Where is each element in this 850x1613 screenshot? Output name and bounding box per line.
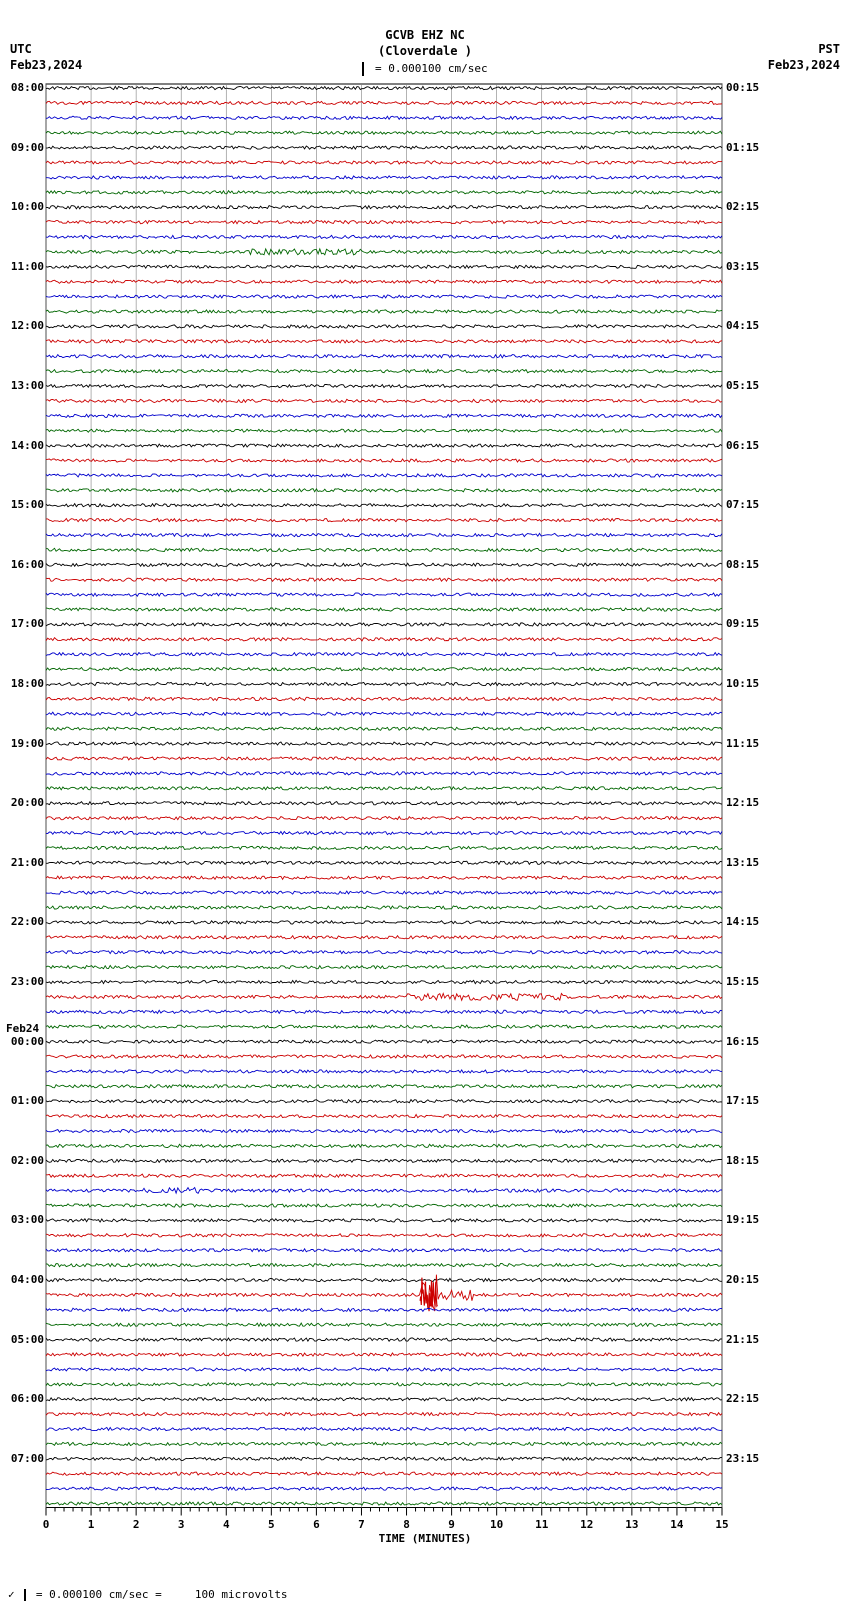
x-tick-label: 2 [121, 1518, 151, 1531]
right-hour-label: 11:15 [726, 737, 759, 750]
right-hour-label: 16:15 [726, 1035, 759, 1048]
left-hour-label: 02:00 [6, 1154, 44, 1167]
x-tick-label: 5 [256, 1518, 286, 1531]
right-hour-label: 14:15 [726, 915, 759, 928]
right-hour-label: 05:15 [726, 379, 759, 392]
right-hour-label: 02:15 [726, 200, 759, 213]
x-tick-label: 13 [617, 1518, 647, 1531]
left-hour-label: 01:00 [6, 1094, 44, 1107]
left-hour-label: 23:00 [6, 975, 44, 988]
x-tick-label: 12 [572, 1518, 602, 1531]
right-hour-label: 03:15 [726, 260, 759, 273]
right-hour-label: 20:15 [726, 1273, 759, 1286]
left-hour-label: 20:00 [6, 796, 44, 809]
left-hour-label: 05:00 [6, 1333, 44, 1346]
footer-cm: 0.000100 cm/sec = [49, 1588, 162, 1601]
seismogram-plot [0, 0, 850, 1613]
x-tick-label: 3 [166, 1518, 196, 1531]
right-hour-label: 12:15 [726, 796, 759, 809]
right-hour-label: 22:15 [726, 1392, 759, 1405]
left-hour-label: 16:00 [6, 558, 44, 571]
right-hour-label: 08:15 [726, 558, 759, 571]
x-tick-label: 8 [392, 1518, 422, 1531]
left-hour-label: 18:00 [6, 677, 44, 690]
x-tick-label: 9 [437, 1518, 467, 1531]
left-hour-label: 07:00 [6, 1452, 44, 1465]
x-tick-label: 14 [662, 1518, 692, 1531]
left-hour-label: 17:00 [6, 617, 44, 630]
x-tick-label: 7 [346, 1518, 376, 1531]
footer-tick-icon: ✓ [8, 1588, 15, 1601]
left-hour-label: 06:00 [6, 1392, 44, 1405]
right-hour-label: 09:15 [726, 617, 759, 630]
right-hour-label: 17:15 [726, 1094, 759, 1107]
seismogram-container: GCVB EHZ NC (Cloverdale ) UTC Feb23,2024… [0, 0, 850, 1613]
left-hour-label: 12:00 [6, 319, 44, 332]
x-tick-label: 6 [301, 1518, 331, 1531]
footer-mv: 100 microvolts [195, 1588, 288, 1601]
footer-note: ✓ = 0.000100 cm/sec = 100 microvolts [8, 1588, 288, 1601]
left-hour-label: 08:00 [6, 81, 44, 94]
left-hour-label: 13:00 [6, 379, 44, 392]
left-hour-label: 10:00 [6, 200, 44, 213]
left-hour-label: 09:00 [6, 141, 44, 154]
right-hour-label: 23:15 [726, 1452, 759, 1465]
right-hour-label: 21:15 [726, 1333, 759, 1346]
right-hour-label: 13:15 [726, 856, 759, 869]
left-hour-label: 00:00 [6, 1035, 44, 1048]
x-tick-label: 15 [707, 1518, 737, 1531]
right-hour-label: 04:15 [726, 319, 759, 332]
right-hour-label: 07:15 [726, 498, 759, 511]
x-tick-label: 4 [211, 1518, 241, 1531]
x-tick-label: 10 [482, 1518, 512, 1531]
right-hour-label: 18:15 [726, 1154, 759, 1167]
footer-eq: = [36, 1588, 43, 1601]
left-hour-label: 11:00 [6, 260, 44, 273]
right-hour-label: 15:15 [726, 975, 759, 988]
left-hour-label: 15:00 [6, 498, 44, 511]
left-hour-label: 04:00 [6, 1273, 44, 1286]
right-hour-label: 01:15 [726, 141, 759, 154]
right-hour-label: 06:15 [726, 439, 759, 452]
left-hour-label: 14:00 [6, 439, 44, 452]
x-tick-label: 1 [76, 1518, 106, 1531]
right-hour-label: 00:15 [726, 81, 759, 94]
left-hour-label: 21:00 [6, 856, 44, 869]
day-break-label: Feb24 [6, 1022, 39, 1035]
x-axis-title: TIME (MINUTES) [0, 1532, 850, 1545]
footer-scale-bar-icon [24, 1589, 26, 1601]
x-tick-label: 0 [31, 1518, 61, 1531]
right-hour-label: 19:15 [726, 1213, 759, 1226]
left-hour-label: 19:00 [6, 737, 44, 750]
left-hour-label: 22:00 [6, 915, 44, 928]
left-hour-label: 03:00 [6, 1213, 44, 1226]
right-hour-label: 10:15 [726, 677, 759, 690]
x-tick-label: 11 [527, 1518, 557, 1531]
